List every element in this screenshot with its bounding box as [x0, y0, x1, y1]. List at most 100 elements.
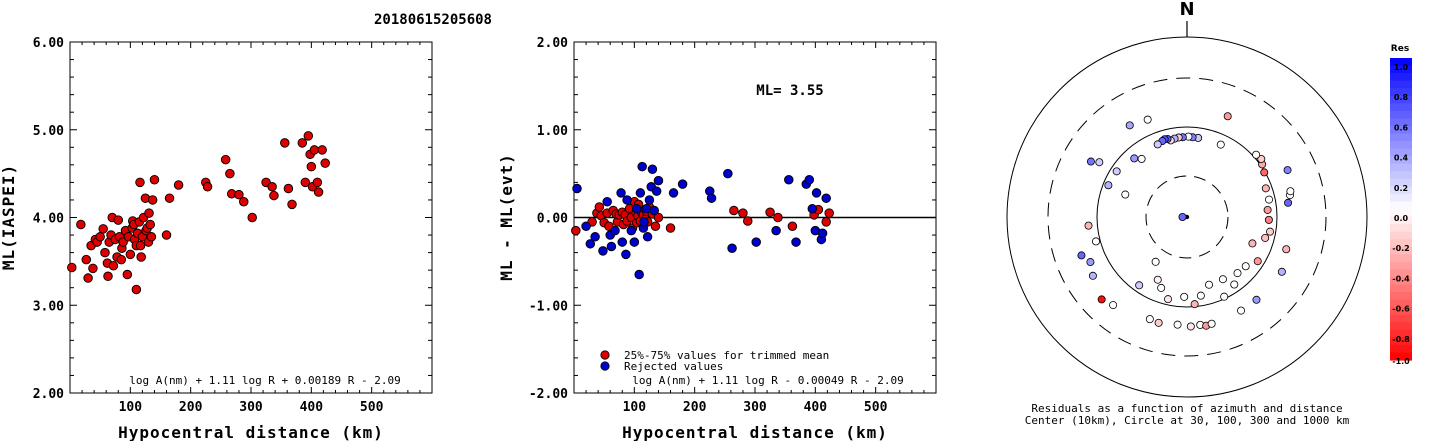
mid-data-point [644, 195, 655, 205]
left-data-point [149, 175, 160, 185]
polar-residual-point [1220, 292, 1229, 301]
polar-residual-point [1157, 283, 1166, 292]
left-data-point [202, 182, 213, 192]
left-plot-formula: log A(nm) + 1.11 log R + 0.00189 R - 2.0… [129, 374, 401, 387]
polar-residual-point [1261, 184, 1270, 193]
polar-residual-point [1257, 154, 1266, 163]
colorbar-segment [1390, 171, 1412, 180]
polar-residual-point [1252, 295, 1261, 304]
left-data-point [300, 177, 311, 188]
left-data-point [122, 269, 133, 280]
left-data-point [103, 271, 113, 282]
mid-data-point [821, 193, 831, 203]
mid-data-point [594, 202, 605, 212]
polar-residual-point [1153, 275, 1162, 284]
mid-data-point [665, 223, 676, 233]
colorbar-segment [1390, 103, 1412, 112]
left-data-point [116, 254, 127, 265]
mid-data-point [807, 203, 818, 214]
mid-xtick-label: 500 [864, 400, 888, 415]
colorbar-segment [1390, 337, 1412, 346]
mid-data-point [649, 205, 659, 216]
left-data-point [88, 263, 98, 274]
left-ytick-label: 4.00 [33, 212, 64, 227]
left-data-point [98, 224, 108, 234]
polar-residual-point [1121, 190, 1130, 199]
polar-ring-100km [1096, 126, 1278, 308]
polar-residual-point [1253, 257, 1262, 266]
polar-residual-point [1091, 237, 1100, 246]
mid-data-point [738, 208, 748, 218]
left-data-point [164, 193, 175, 203]
colorbar-segment [1390, 314, 1412, 323]
polar-residual-point [1265, 195, 1274, 204]
mid-data-point [647, 164, 658, 174]
polar-residual-point [1086, 157, 1095, 166]
left-data-point [247, 212, 257, 223]
mid-data-point [606, 241, 617, 252]
left-data-point [135, 177, 145, 188]
colorbar-tick-label: -0.6 [1392, 305, 1410, 314]
polar-residual-point [1216, 140, 1225, 149]
colorbar-segment [1390, 254, 1412, 263]
left-data-point [67, 262, 77, 273]
colorbar-segment [1390, 58, 1412, 67]
mid-data-point [572, 183, 582, 194]
colorbar-tick-label: 0.8 [1394, 93, 1409, 102]
mid-data-point [590, 232, 600, 242]
polar-residual-point [1086, 258, 1095, 267]
left-plot-points [67, 131, 330, 295]
mid-data-point [639, 217, 649, 227]
left-data-point [269, 190, 279, 201]
polar-residual-point [1109, 301, 1118, 310]
left-xtick-label: 500 [360, 400, 384, 415]
polar-residual-point [1233, 269, 1242, 278]
colorbar-segment [1390, 224, 1412, 233]
left-xtick-label: 400 [300, 400, 324, 415]
mid-data-point [811, 188, 822, 198]
left-data-point [83, 273, 93, 283]
left-data-point [131, 284, 142, 295]
polar-residual-point [1266, 227, 1275, 236]
colorbar-tick-label: 1.0 [1394, 63, 1409, 72]
mid-data-point [677, 179, 688, 189]
colorbar-segment [1390, 95, 1412, 104]
mid-data-point [610, 225, 620, 236]
left-data-point [146, 232, 157, 242]
left-data-point [145, 219, 155, 230]
mid-data-point [706, 193, 717, 203]
polar-ring-300km [1047, 77, 1327, 357]
colorbar-segment [1390, 186, 1412, 195]
polar-residual-point [1237, 306, 1246, 315]
polar-plot: N [1006, 0, 1368, 398]
polar-residual-point [1125, 121, 1134, 130]
left-data-point [100, 247, 110, 258]
polar-residual-point [1241, 262, 1250, 271]
polar-residual-point [1173, 320, 1182, 329]
colorbar-segment [1390, 284, 1412, 293]
colorbar-segment [1390, 276, 1412, 286]
left-data-point [283, 183, 294, 194]
left-data-point [220, 154, 231, 165]
left-data-point [306, 161, 317, 172]
colorbar-tick-label: -0.4 [1392, 274, 1410, 283]
mid-data-point [598, 246, 608, 256]
polar-residual-point [1230, 280, 1239, 289]
polar-residual-point [1154, 318, 1163, 327]
colorbar-segment [1390, 231, 1412, 240]
left-data-point [312, 177, 323, 188]
colorbar-title: Res [1391, 44, 1409, 54]
mid-xtick-label: 300 [743, 400, 767, 415]
mid-xtick-label: 200 [683, 400, 707, 415]
polar-residual-point [1207, 319, 1216, 328]
mid-data-point [751, 237, 761, 247]
polar-residual-point [1164, 295, 1173, 304]
mid-xtick-label: 400 [804, 400, 828, 415]
colorbar-tick-label: 0.0 [1394, 214, 1409, 223]
left-data-point [287, 199, 297, 210]
mid-data-point [804, 175, 815, 185]
mid-ytick-label: -2.00 [529, 387, 568, 402]
polar-residual-point [1261, 233, 1270, 242]
colorbar-segment [1390, 329, 1412, 338]
mid-data-point [585, 239, 596, 249]
